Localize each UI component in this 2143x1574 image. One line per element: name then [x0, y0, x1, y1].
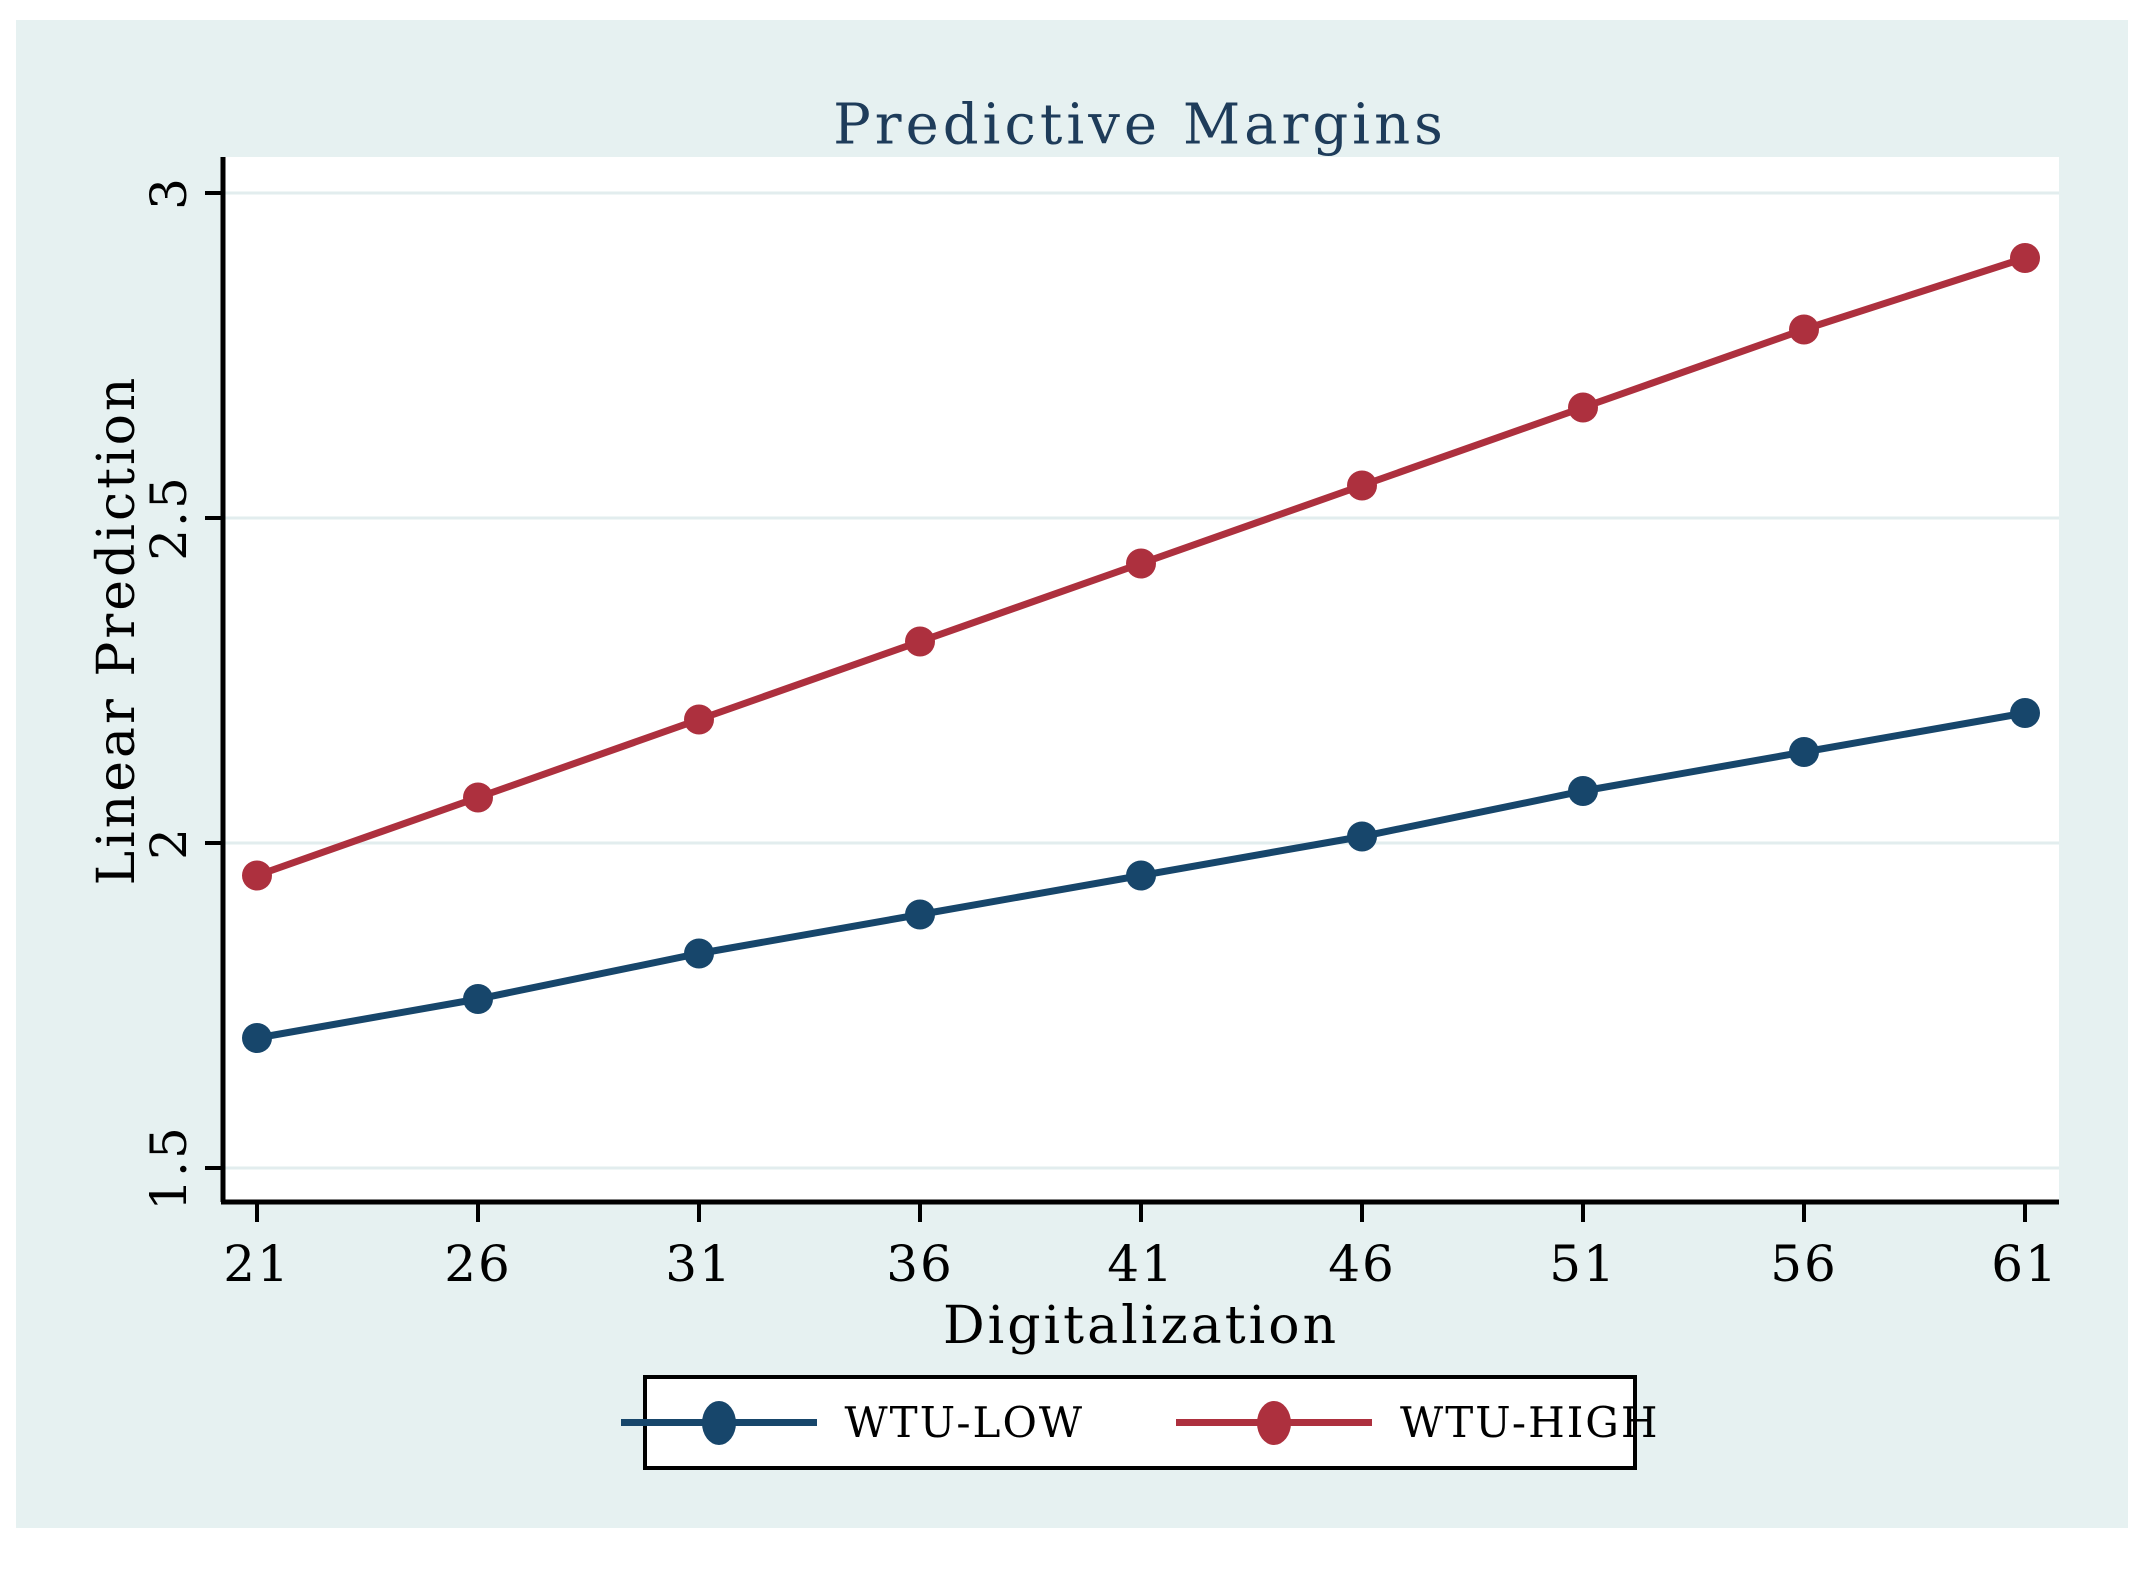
x-axis-title: Digitalization	[942, 1296, 1340, 1356]
data-point-wtu-low	[1126, 860, 1156, 891]
y-tick-label: 2.5	[140, 475, 198, 561]
x-tick-label: 46	[1328, 1235, 1396, 1293]
plot-area	[223, 157, 2059, 1202]
data-point-wtu-high	[684, 704, 714, 735]
legend-line-wtu-high	[1176, 1400, 1373, 1445]
y-tick-label: 2	[140, 826, 198, 860]
x-tick-label: 31	[665, 1235, 733, 1293]
data-point-wtu-low	[242, 1023, 272, 1053]
x-tick-label: 21	[223, 1235, 291, 1293]
legend-marker-icon	[701, 1400, 736, 1445]
legend-entry-wtu-high: WTU-HIGH	[1176, 1398, 1659, 1447]
data-point-wtu-low	[1568, 776, 1598, 806]
y-tick-label: 1.5	[140, 1125, 198, 1211]
legend-label-wtu-high: WTU-HIGH	[1400, 1398, 1660, 1447]
legend-marker-icon	[1257, 1400, 1292, 1445]
data-point-wtu-high	[463, 782, 493, 813]
data-point-wtu-low	[684, 938, 714, 969]
data-point-wtu-high	[1126, 548, 1156, 579]
data-point-wtu-low	[2010, 698, 2040, 728]
data-point-wtu-low	[1789, 737, 1819, 767]
data-point-wtu-high	[1347, 470, 1377, 501]
x-tick-label: 36	[886, 1235, 954, 1293]
plot-svg: 1.5 2 2.5 3 21 26 31 36 41 46 51 56 61	[140, 157, 2059, 1293]
figure-canvas: Predictive Margins Linear Prediction 1.5…	[16, 20, 2128, 1528]
chart-title: Predictive Margins	[833, 92, 1447, 158]
y-tick-label: 3	[140, 176, 198, 210]
data-point-wtu-high	[905, 626, 935, 657]
legend-line-wtu-low	[620, 1400, 817, 1445]
legend-entry-wtu-low: WTU-LOW	[620, 1398, 1085, 1447]
data-point-wtu-low	[463, 984, 493, 1014]
data-point-wtu-low	[905, 899, 935, 930]
x-tick-label: 56	[1770, 1235, 1838, 1293]
x-tick-label: 26	[444, 1235, 512, 1293]
data-point-wtu-high	[2010, 243, 2040, 273]
data-point-wtu-high	[1789, 314, 1819, 345]
data-point-wtu-high	[242, 860, 272, 891]
legend: WTU-LOW WTU-HIGH	[620, 1375, 1657, 1470]
data-point-wtu-high	[1568, 392, 1598, 423]
x-tick-label: 61	[1991, 1235, 2059, 1293]
x-tick-label: 41	[1107, 1235, 1175, 1293]
data-point-wtu-low	[1347, 821, 1377, 852]
x-tick-label: 51	[1549, 1235, 1617, 1293]
legend-label-wtu-low: WTU-LOW	[844, 1398, 1085, 1447]
